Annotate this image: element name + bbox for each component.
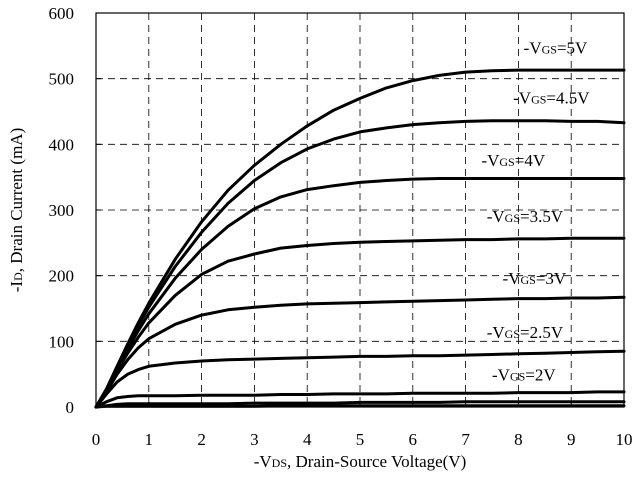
- series-label: -VGS=4V: [481, 151, 545, 170]
- x-tick-label: 5: [356, 430, 365, 449]
- series-line: [94, 404, 626, 409]
- series-label: -VGS=3.5V: [487, 207, 564, 226]
- series-line: [94, 295, 626, 409]
- series-label-sub: GS: [531, 93, 546, 107]
- y-tick-label: 300: [49, 201, 75, 220]
- series-label-pre: -V: [524, 39, 543, 58]
- y-axis-title-sub: D: [11, 272, 25, 281]
- series-line: [94, 236, 626, 409]
- curve-labels: -VGS=5V-VGS=4.5V-VGS=4V-VGS=3.5V-VGS=3V-…: [481, 39, 590, 385]
- grid-lines: [96, 13, 624, 407]
- series-label-post: =5V: [557, 39, 588, 58]
- series-label: -VGS=2.5V: [487, 323, 564, 342]
- x-tick-label: 9: [567, 430, 576, 449]
- y-tick-label: 100: [49, 332, 75, 351]
- series-label-pre: -V: [492, 366, 511, 385]
- x-axis-title-pre: -V: [254, 452, 273, 471]
- x-tick-label: 1: [145, 430, 154, 449]
- curve-group: [94, 68, 626, 409]
- series-label-sub: GS: [505, 327, 520, 341]
- series-label-pre: -V: [481, 151, 500, 170]
- series-label-post: =4V: [515, 151, 546, 170]
- series-label-post: =2.5V: [520, 323, 564, 342]
- series-line: [94, 177, 626, 409]
- series-label-pre: -V: [487, 323, 506, 342]
- y-tick-labels: 0 100 200 300 400 500 600: [49, 4, 101, 417]
- y-tick-label: 0: [66, 398, 75, 417]
- x-tick-label: 3: [250, 430, 259, 449]
- y-tick-label: 600: [49, 4, 75, 23]
- series-label: -VGS=2V: [492, 366, 556, 385]
- series-label: -VGS=5V: [524, 39, 588, 58]
- x-tick-labels: 0 1 2 3 4 5 6 7 8 9 10: [92, 402, 633, 449]
- x-axis-title-sub: DS: [272, 456, 287, 470]
- y-tick-label: 200: [49, 267, 75, 286]
- series-label-post: =3V: [536, 269, 567, 288]
- x-tick-label: 8: [514, 430, 523, 449]
- series-line: [94, 390, 626, 409]
- x-tick-label: 7: [461, 430, 470, 449]
- x-tick-label: 0: [92, 430, 101, 449]
- x-axis-title: -VDS, Drain-Source Voltage(V): [254, 452, 467, 471]
- series-label-sub: GS: [505, 211, 520, 225]
- x-tick-label: 10: [616, 430, 633, 449]
- y-axis-title-post: , Drain Current (mA): [7, 128, 26, 272]
- series-label-pre: -V: [487, 207, 506, 226]
- series-line: [94, 400, 626, 409]
- series-label-pre: -V: [503, 269, 522, 288]
- y-axis-title-pre: -I: [7, 281, 26, 293]
- series-label: -VGS=4.5V: [513, 89, 590, 108]
- series-label-post: =3.5V: [520, 207, 564, 226]
- y-tick-label: 500: [49, 70, 75, 89]
- series-line: [94, 349, 626, 409]
- series-label-sub: GS: [542, 43, 557, 57]
- series-label-post: =2V: [525, 366, 556, 385]
- series-line: [94, 119, 626, 409]
- series-label-sub: GS: [499, 155, 514, 169]
- series-label-post: =4.5V: [546, 89, 590, 108]
- y-axis-title: -ID, Drain Current (mA): [7, 128, 26, 292]
- x-tick-label: 4: [303, 430, 312, 449]
- series-label-sub: GS: [510, 370, 525, 384]
- x-axis-title-post: , Drain-Source Voltage(V): [287, 452, 466, 471]
- y-tick-label: 400: [49, 135, 75, 154]
- series-label: -VGS=3V: [503, 269, 567, 288]
- series-label-pre: -V: [513, 89, 532, 108]
- series-label-sub: GS: [521, 273, 536, 287]
- x-tick-label: 6: [409, 430, 418, 449]
- x-tick-label: 2: [197, 430, 206, 449]
